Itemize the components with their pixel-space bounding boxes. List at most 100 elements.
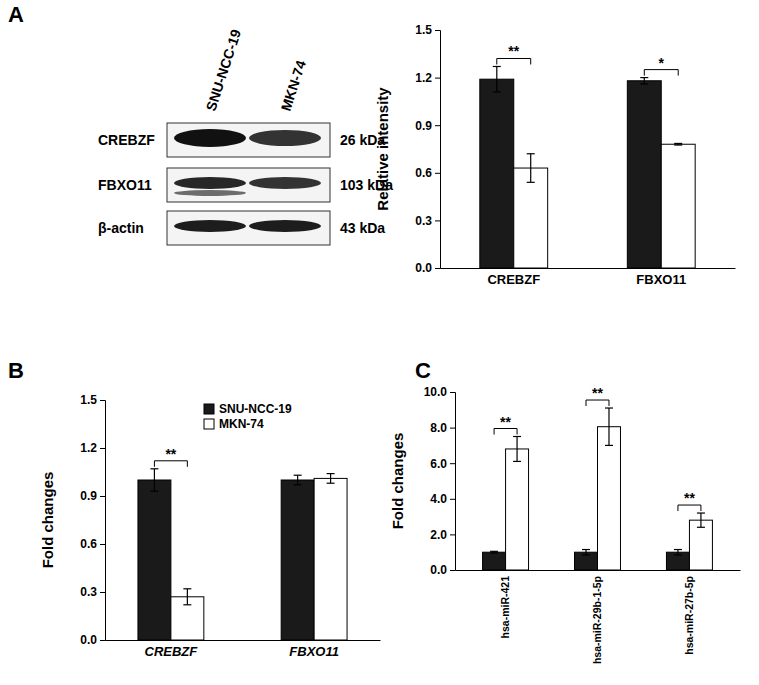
y-tick: 0.9	[80, 489, 105, 503]
y-tick-label: 8.0	[430, 421, 447, 435]
y-tick: 1.2	[80, 441, 105, 455]
y-tick-mark	[100, 400, 105, 401]
error-cap	[327, 483, 335, 484]
error-stem	[154, 469, 155, 491]
protein-label: β-actin	[98, 220, 144, 236]
bar-chart: 0.02.04.06.08.010.0hsa-miR-421hsa-miR-29…	[389, 385, 741, 664]
error-stem	[644, 78, 645, 84]
x-tick: hsa-miR-421	[499, 570, 511, 638]
y-tick-mark	[100, 640, 105, 641]
plot-area	[138, 469, 347, 640]
y-tick-mark	[450, 463, 455, 464]
y-tick-label: 0.9	[80, 489, 97, 503]
blot-band	[174, 190, 246, 196]
y-tick-label: 6.0	[430, 457, 447, 471]
legend-swatch	[204, 419, 214, 429]
y-axis: 0.00.30.60.91.21.5	[415, 23, 440, 275]
y-axis: 0.0 2.0 4.0 6.0 8.0 10.0	[424, 385, 456, 577]
x-tick: CREBZF	[145, 640, 199, 659]
y-tick-label: 10.0	[424, 385, 448, 399]
y-tick: 0.6	[415, 166, 440, 180]
error-cap	[513, 461, 521, 462]
panel-label: B	[8, 358, 24, 383]
y-tick: 0.0	[415, 261, 440, 275]
error-cap	[674, 554, 682, 555]
error-cap	[150, 468, 158, 469]
y-tick-mark	[100, 544, 105, 545]
error-bar	[605, 408, 613, 445]
significance-label: **	[684, 490, 695, 506]
bar-chart: 0.00.30.60.91.21.5CREBZFFBXO11Fold chang…	[39, 393, 381, 659]
blot-band	[174, 129, 246, 147]
blot-box	[167, 211, 330, 245]
x-axis-line	[441, 268, 736, 269]
significance-label: *	[659, 55, 665, 71]
error-bar	[697, 513, 705, 527]
y-tick-mark	[100, 496, 105, 497]
legend-label: MKN-74	[219, 417, 264, 431]
error-cap	[582, 554, 590, 555]
panel-label: A	[8, 2, 24, 27]
y-tick: 1.2	[415, 71, 440, 85]
protein-label: CREBZF	[98, 132, 155, 148]
error-bar	[674, 550, 682, 555]
y-axis-line	[435, 31, 441, 269]
bar	[575, 552, 598, 570]
y-tick-label: 4.0	[430, 492, 447, 506]
y-tick: 0.0	[430, 563, 455, 577]
y-tick-label: 1.5	[415, 23, 432, 37]
bar	[627, 81, 661, 268]
panel-label: C	[415, 358, 431, 383]
y-tick-label: 0.9	[415, 119, 432, 133]
bar	[661, 144, 695, 268]
error-bar	[150, 469, 158, 491]
error-bar	[527, 154, 535, 183]
error-bar	[493, 66, 501, 91]
y-tick: 4.0	[430, 492, 455, 506]
blot-box	[167, 168, 330, 202]
y-tick-label: 0.0	[415, 261, 432, 275]
legend: SNU-NCC-19MKN-74	[204, 402, 292, 431]
bar	[514, 168, 548, 268]
significance-label: **	[165, 446, 176, 462]
x-tick-label: FBXO11	[289, 644, 339, 659]
y-tick: 0.9	[415, 119, 440, 133]
y-axis-title: Relative intensity	[374, 87, 391, 211]
significance-label: **	[508, 43, 519, 59]
blot-band	[249, 177, 321, 189]
error-stem	[677, 550, 678, 555]
error-cap	[605, 407, 613, 408]
error-bar	[513, 437, 521, 462]
y-tick-label: 1.5	[80, 393, 97, 407]
plot-area	[480, 66, 695, 268]
error-cap	[490, 552, 498, 553]
y-tick-mark	[435, 220, 440, 221]
error-bar	[327, 474, 335, 484]
y-tick-mark	[450, 499, 455, 500]
bar	[506, 449, 529, 570]
x-tick-label: hsa-miR-27b-5p	[683, 576, 695, 655]
y-tick-mark	[435, 173, 440, 174]
significance-label: **	[500, 414, 511, 430]
x-axis: CREBZF FBXO11	[106, 640, 381, 659]
y-tick-mark	[435, 78, 440, 79]
error-cap	[640, 77, 648, 78]
x-axis-line	[106, 640, 381, 641]
y-tick-label: 0.3	[80, 585, 97, 599]
x-tick: FBXO11	[289, 640, 339, 659]
western-blot: SNU-NCC-19MKN-74CREBZF26 kDaFBXO11103 kD…	[98, 27, 393, 245]
error-cap	[605, 445, 613, 446]
y-tick-label: 0.6	[415, 166, 432, 180]
error-stem	[330, 474, 331, 484]
y-tick-label: 1.2	[415, 71, 432, 85]
error-bar	[294, 475, 302, 485]
y-tick-label: 0.0	[430, 563, 447, 577]
bar	[281, 480, 314, 640]
figure: A B C SNU-NCC-19MKN-74CREBZF26 kDaFBXO11103…	[0, 0, 759, 685]
y-tick-label: 0.6	[80, 537, 97, 551]
y-tick-label: 2.0	[430, 528, 447, 542]
bar	[483, 552, 506, 570]
x-axis: CREBZFFBXO11	[441, 268, 736, 287]
error-cap	[527, 153, 535, 154]
y-tick-mark	[450, 428, 455, 429]
